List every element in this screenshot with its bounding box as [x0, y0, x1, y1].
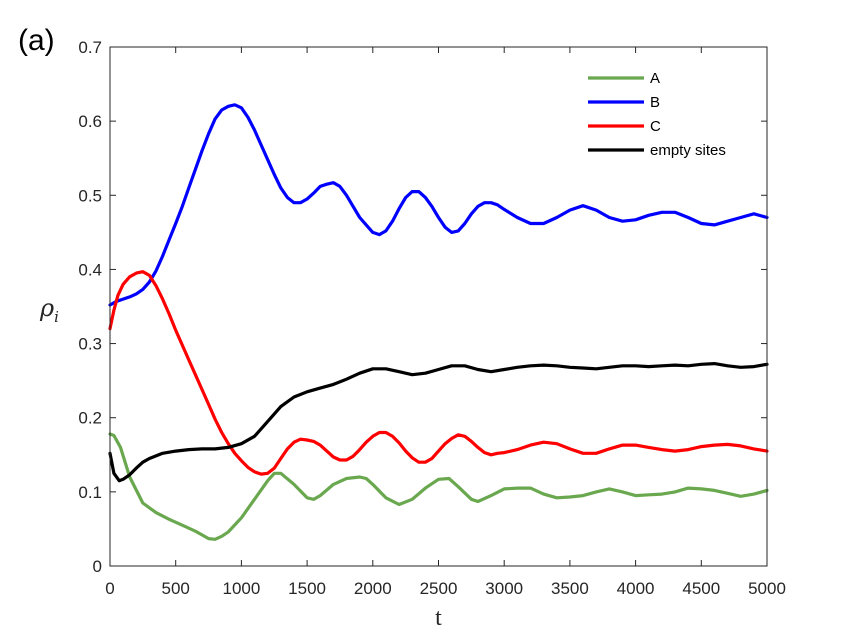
series-lines	[108, 103, 769, 541]
series-line-b	[108, 103, 769, 307]
y-tick-label: 0.2	[78, 409, 102, 428]
y-tick-label: 0.4	[78, 260, 102, 279]
y-tick-label: 0.5	[78, 186, 102, 205]
x-tick-label: 1500	[288, 579, 326, 598]
x-tick-label: 3000	[485, 579, 523, 598]
x-tick-label: 1000	[222, 579, 260, 598]
y-tick-label: 0.7	[78, 38, 102, 57]
y-axis-label-symbol: ρ	[39, 294, 54, 322]
series-line-empty-sites	[108, 362, 769, 483]
y-axis-ticks: 0 0.1 0.2 0.3 0.4 0.5 0.6 0.7	[78, 38, 767, 576]
legend-label: B	[650, 94, 660, 111]
x-tick-label: 3500	[551, 579, 589, 598]
y-tick-label: 0.3	[78, 335, 102, 354]
x-tick-label: 500	[162, 579, 190, 598]
series-line-a	[108, 432, 769, 541]
panel-label: (a)	[18, 24, 55, 57]
plot-area-frame	[109, 46, 768, 567]
legend-label: C	[650, 118, 661, 135]
x-tick-label: 4500	[682, 579, 720, 598]
legend-label: empty sites	[650, 142, 726, 159]
y-tick-label: 0.6	[78, 112, 102, 131]
x-tick-label: 4000	[617, 579, 655, 598]
series-line-c	[108, 270, 769, 476]
y-axis-label-subscript: i	[54, 308, 59, 326]
x-axis-ticks: 0 500 1000 1500 2000 2500 3000 3500 4000 4500 5000	[105, 47, 786, 598]
x-tick-label: 5000	[748, 579, 786, 598]
x-tick-label: 2000	[354, 579, 392, 598]
y-tick-label: 0	[93, 557, 102, 576]
x-tick-label: 0	[105, 579, 114, 598]
y-tick-label: 0.1	[78, 483, 102, 502]
x-axis-label: t	[435, 605, 442, 631]
x-tick-label: 2500	[420, 579, 458, 598]
y-axis-label: ρi	[39, 294, 59, 326]
legend-label: A	[650, 70, 660, 87]
